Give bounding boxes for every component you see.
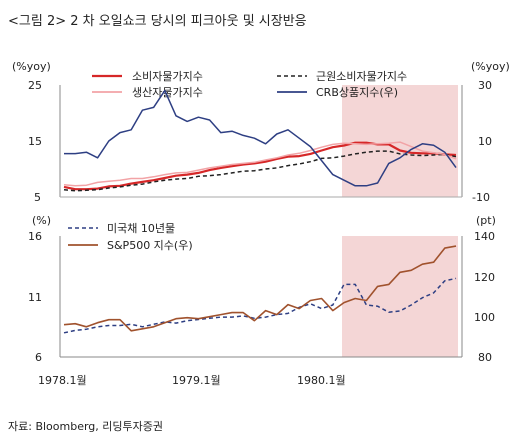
series-ppi-line [63, 141, 457, 187]
top-left-tick: 15 [28, 135, 42, 148]
legend-label-core-cpi: 근원소비자물가지수 [316, 70, 407, 83]
source-note: 자료: Bloomberg, 리딩투자증권 [8, 420, 163, 433]
legend-label-sp500: S&P500 지수(우) [107, 239, 193, 252]
legend-label-cpi: 소비자물가지수 [132, 70, 203, 83]
top-left-tick: 25 [28, 79, 42, 92]
top-right-tick: -10 [472, 191, 490, 204]
bottom-right-tick: 100 [474, 311, 495, 324]
series-sp500-line [63, 245, 457, 332]
bottom-left-tick: 6 [35, 351, 42, 364]
series-layer [63, 89, 457, 334]
bottom-right-tick: 80 [478, 351, 492, 364]
top-left-unit: (%yoy) [12, 60, 51, 73]
top-right-unit: (%yoy) [471, 60, 510, 73]
figure-title: <그림 2> 2 차 오일쇼크 당시의 피크아웃 및 시장반응 [8, 14, 307, 29]
bottom-left-tick: 11 [28, 291, 42, 304]
shaded-period-top [342, 85, 458, 197]
legend-label-crb: CRB상품지수(우) [316, 86, 398, 99]
series-core-cpi-line [63, 150, 457, 192]
series-cpi-line [63, 141, 457, 191]
x-tick-label: 1979.1월 [172, 374, 221, 387]
legend-label-ppi: 생산자물가지수 [132, 86, 203, 99]
bottom-left-tick: 16 [28, 230, 42, 243]
legend-label-treasury: 미국채 10년물 [107, 222, 175, 235]
x-tick-label: 1978.1월 [38, 374, 87, 387]
bottom-right-tick: 140 [474, 230, 495, 243]
top-left-tick: 5 [34, 191, 41, 204]
bottom-right-tick: 120 [474, 271, 495, 284]
bottom-right-unit: (pt) [476, 214, 496, 227]
series-crb-line [64, 89, 457, 187]
series-treasury-line [63, 277, 457, 334]
x-tick-label: 1980.1월 [297, 374, 346, 387]
bottom-left-unit: (%) [32, 214, 51, 227]
top-right-tick: 30 [478, 79, 492, 92]
top-right-tick: 10 [478, 135, 492, 148]
